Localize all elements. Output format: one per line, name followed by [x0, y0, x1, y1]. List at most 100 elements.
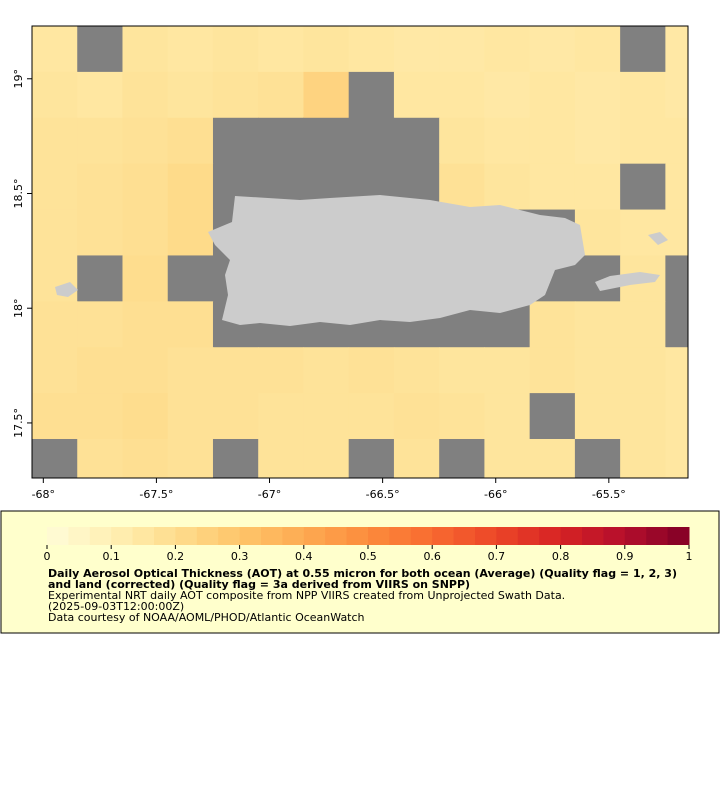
colorbar-step [175, 527, 198, 545]
grid-cell [620, 438, 666, 478]
grid-cell [77, 347, 123, 394]
grid-cell [258, 117, 304, 165]
grid-cell [484, 393, 531, 440]
grid-cell [529, 347, 576, 394]
grid-cell [348, 117, 395, 165]
grid-cell [393, 26, 440, 73]
colorbar-tick-label: 0.2 [167, 550, 185, 563]
grid-cell [393, 71, 440, 119]
grid-cell [167, 255, 214, 302]
colorbar-tick-label: 0.7 [488, 550, 506, 563]
grid-cell [348, 71, 395, 119]
grid-cell [574, 347, 621, 394]
grid-cell [167, 438, 214, 478]
grid-cell [167, 163, 214, 211]
colorbar-step [218, 527, 241, 545]
colorbar-step [47, 527, 69, 545]
grid-cell [77, 393, 123, 440]
grid-cell [574, 393, 621, 440]
grid-cell [574, 163, 621, 211]
grid-cell [167, 393, 214, 440]
y-tick-label: 18.5° [12, 178, 25, 208]
colorbar-tick-label: 0.6 [423, 550, 441, 563]
caption-title: Daily Aerosol Optical Thickness (AOT) at… [48, 567, 677, 591]
grid-cell [303, 393, 350, 440]
colorbar-tick-label: 0.8 [552, 550, 570, 563]
grid-cell [439, 163, 485, 211]
grid-cell [529, 71, 576, 119]
x-tick-label: -68° [32, 488, 55, 501]
grid-cell [529, 117, 576, 165]
grid-cell [620, 26, 666, 73]
grid-cell [303, 117, 350, 165]
grid-cell [348, 347, 395, 394]
grid-cell [77, 117, 123, 165]
grid-cell [665, 117, 688, 165]
grid-cell [439, 393, 485, 440]
grid-cell [32, 438, 78, 478]
grid-cell [529, 26, 576, 73]
colorbar-step [624, 527, 647, 545]
grid-cell [258, 71, 304, 119]
grid-cell [212, 26, 259, 73]
grid-cell [258, 393, 304, 440]
grid-cell [393, 117, 440, 165]
grid-cell [393, 438, 440, 478]
caption-note: (2025-09-03T12:00:00Z) [48, 600, 185, 613]
grid-cell [439, 347, 485, 394]
grid-cell [77, 71, 123, 119]
colorbar-step [582, 527, 604, 545]
grid-cell [529, 438, 576, 478]
axes: -68° -67.5° -67° -66.5° -66° -65.5° 17.5° 18° 18… [12, 69, 626, 501]
grid-cell [484, 26, 531, 73]
x-tick-label: -67° [258, 488, 281, 501]
grid-cell [32, 117, 78, 165]
colorbar-step [496, 527, 519, 545]
grid-cell [122, 26, 169, 73]
y-tick-label: 19° [12, 69, 25, 89]
grid-cell [620, 301, 666, 348]
colorbar-step [111, 527, 134, 545]
grid-cell [665, 301, 688, 348]
grid-cell [212, 438, 259, 478]
grid-cell [393, 347, 440, 394]
grid-cell [665, 26, 688, 73]
colorbar-step [325, 527, 348, 545]
grid-cell [665, 255, 688, 302]
colorbar-step [196, 527, 219, 545]
colorbar: 0 0.1 0.2 0.3 0.4 0.5 0.6 0.7 0.8 0.9 1 [44, 527, 693, 563]
grid-cell [212, 347, 259, 394]
grid-cell [620, 163, 666, 211]
caption-note: Data courtesy of NOAA/AOML/PHOD/Atlantic… [48, 611, 365, 624]
x-tick-label: -66.5° [366, 488, 400, 501]
colorbar-tick-label: 0.5 [359, 550, 377, 563]
colorbar-step [368, 527, 390, 545]
grid-cell [484, 71, 531, 119]
grid-cell [77, 26, 123, 73]
colorbar-step [239, 527, 262, 545]
colorbar-step [89, 527, 112, 545]
grid-cell [484, 163, 531, 211]
grid-cell [122, 301, 169, 348]
grid-cell [574, 301, 621, 348]
colorbar-step [475, 527, 497, 545]
colorbar-step [646, 527, 669, 545]
grid-cell [167, 347, 214, 394]
grid-cell [484, 438, 531, 478]
x-tick-label: -66° [484, 488, 507, 501]
grid-cell [620, 347, 666, 394]
grid-cell [167, 26, 214, 73]
grid-cell [122, 163, 169, 211]
colorbar-step [154, 527, 176, 545]
grid-cell [32, 71, 78, 119]
colorbar-step [453, 527, 476, 545]
colorbar-step [303, 527, 326, 545]
grid-cell [303, 438, 350, 478]
grid-cell [122, 438, 169, 478]
grid-cell [348, 26, 395, 73]
colorbar-step [261, 527, 283, 545]
grid-cell [439, 71, 485, 119]
grid-cell [212, 71, 259, 119]
